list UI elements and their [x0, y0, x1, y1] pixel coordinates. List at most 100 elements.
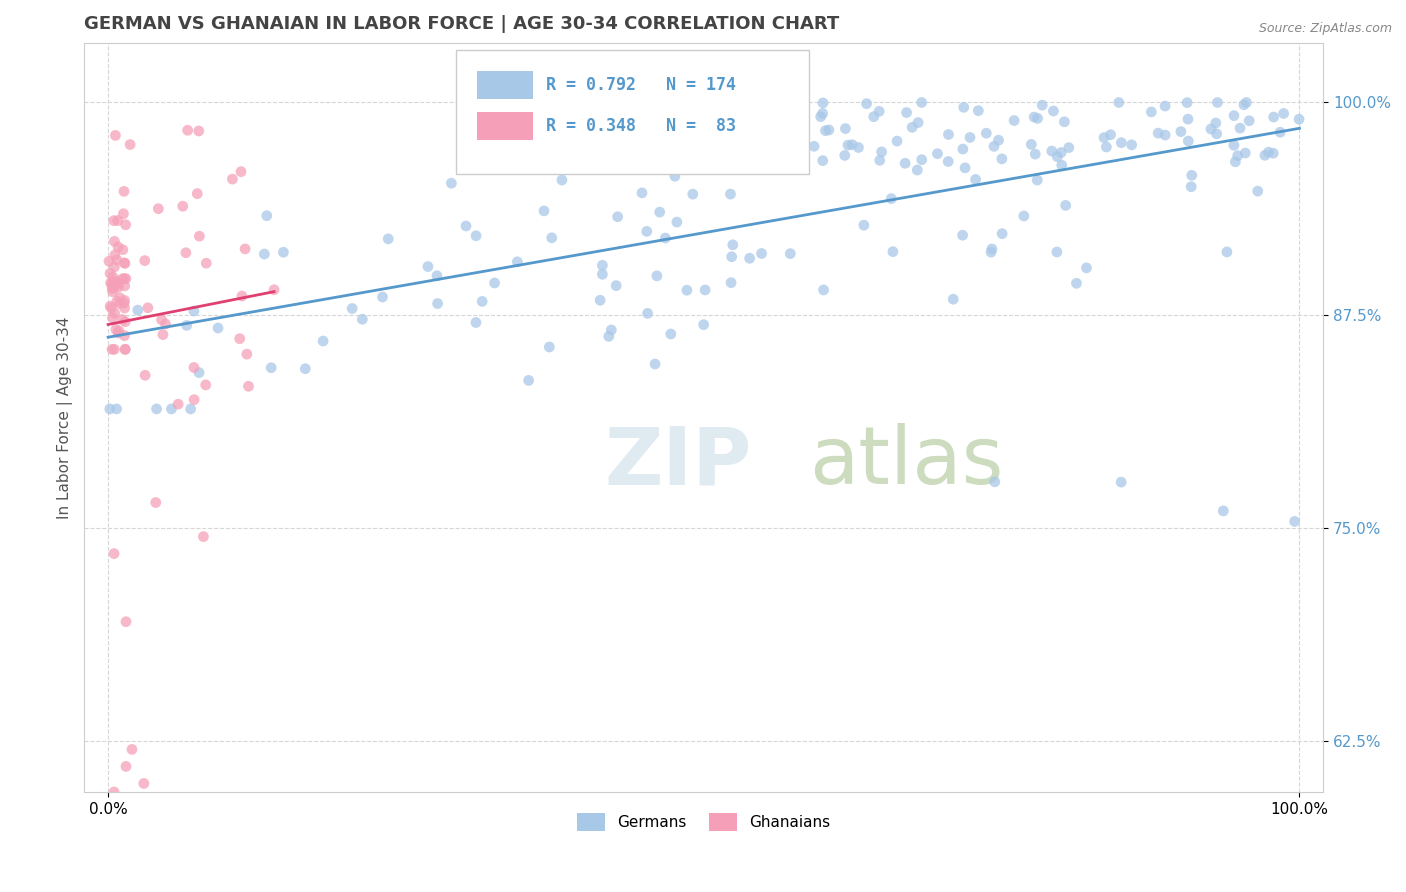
Point — [1288, 112, 1310, 127]
Legend: Germans, Ghanaians: Germans, Ghanaians — [571, 807, 837, 837]
Point — [155, 317, 177, 331]
Point — [104, 275, 127, 289]
Point — [103, 213, 125, 227]
Point — [911, 153, 934, 167]
Point — [1092, 130, 1115, 145]
Point — [506, 255, 529, 269]
Point — [636, 224, 658, 238]
Point — [1175, 95, 1198, 110]
Point — [894, 156, 917, 170]
Point — [905, 163, 928, 178]
Text: Source: ZipAtlas.com: Source: ZipAtlas.com — [1258, 22, 1392, 36]
Point — [834, 148, 856, 162]
Point — [896, 105, 918, 120]
Point — [938, 128, 960, 142]
Point — [377, 232, 399, 246]
Point — [834, 121, 856, 136]
Point — [1263, 146, 1285, 161]
Point — [114, 293, 136, 308]
Point — [848, 140, 870, 154]
Point — [103, 547, 125, 561]
Point — [517, 373, 540, 387]
Point — [952, 228, 974, 243]
Point — [953, 161, 976, 175]
Point — [207, 321, 229, 335]
Point — [121, 742, 143, 756]
Point — [1121, 137, 1143, 152]
Point — [811, 153, 834, 168]
Point — [605, 278, 627, 293]
Point — [115, 759, 138, 773]
Point — [818, 123, 841, 137]
Point — [426, 296, 449, 310]
Point — [1257, 145, 1279, 160]
Point — [779, 246, 801, 260]
Text: ZIP: ZIP — [605, 424, 752, 501]
Point — [454, 219, 477, 233]
Point — [987, 133, 1010, 147]
Point — [1076, 260, 1098, 275]
Point — [1147, 126, 1170, 140]
Point — [936, 154, 959, 169]
Point — [942, 292, 965, 306]
Point — [111, 272, 134, 286]
Point — [1024, 110, 1046, 124]
Point — [101, 310, 124, 325]
Point — [810, 110, 832, 124]
Point — [720, 276, 742, 290]
Point — [1111, 136, 1133, 150]
Point — [1026, 112, 1049, 126]
Point — [105, 252, 128, 267]
Point — [1223, 138, 1246, 153]
Text: atlas: atlas — [808, 424, 1004, 501]
Point — [1199, 122, 1222, 136]
Point — [1002, 113, 1025, 128]
Point — [112, 256, 135, 270]
Point — [107, 213, 129, 227]
Point — [231, 289, 253, 303]
Point — [114, 343, 136, 357]
Point — [676, 283, 699, 297]
Point — [738, 252, 761, 266]
Point — [540, 231, 562, 245]
Point — [991, 227, 1014, 241]
Point — [1206, 95, 1229, 110]
Point — [416, 260, 439, 274]
Point — [193, 530, 215, 544]
Point — [263, 283, 285, 297]
Point — [120, 137, 142, 152]
Point — [107, 280, 129, 294]
Point — [114, 301, 136, 315]
Point — [959, 130, 981, 145]
Point — [101, 281, 124, 295]
Point — [665, 215, 688, 229]
Point — [107, 277, 129, 291]
Point — [256, 209, 278, 223]
Point — [108, 324, 131, 338]
Point — [645, 268, 668, 283]
Point — [152, 327, 174, 342]
Point — [104, 306, 127, 320]
Point — [1042, 103, 1064, 118]
Point — [1154, 99, 1177, 113]
Point — [1099, 128, 1122, 142]
Point — [1205, 127, 1227, 141]
Point — [101, 281, 124, 295]
Point — [101, 277, 124, 292]
Point — [101, 270, 124, 285]
Point — [134, 253, 156, 268]
Point — [855, 96, 877, 111]
Point — [103, 785, 125, 799]
Point — [1225, 154, 1247, 169]
Point — [105, 294, 128, 309]
Point — [238, 379, 260, 393]
Point — [598, 329, 620, 343]
Point — [721, 237, 744, 252]
Point — [841, 137, 863, 152]
Point — [1046, 150, 1069, 164]
Point — [648, 205, 671, 219]
Point — [692, 318, 714, 332]
Point — [695, 283, 717, 297]
Point — [228, 332, 250, 346]
Point — [870, 145, 893, 159]
